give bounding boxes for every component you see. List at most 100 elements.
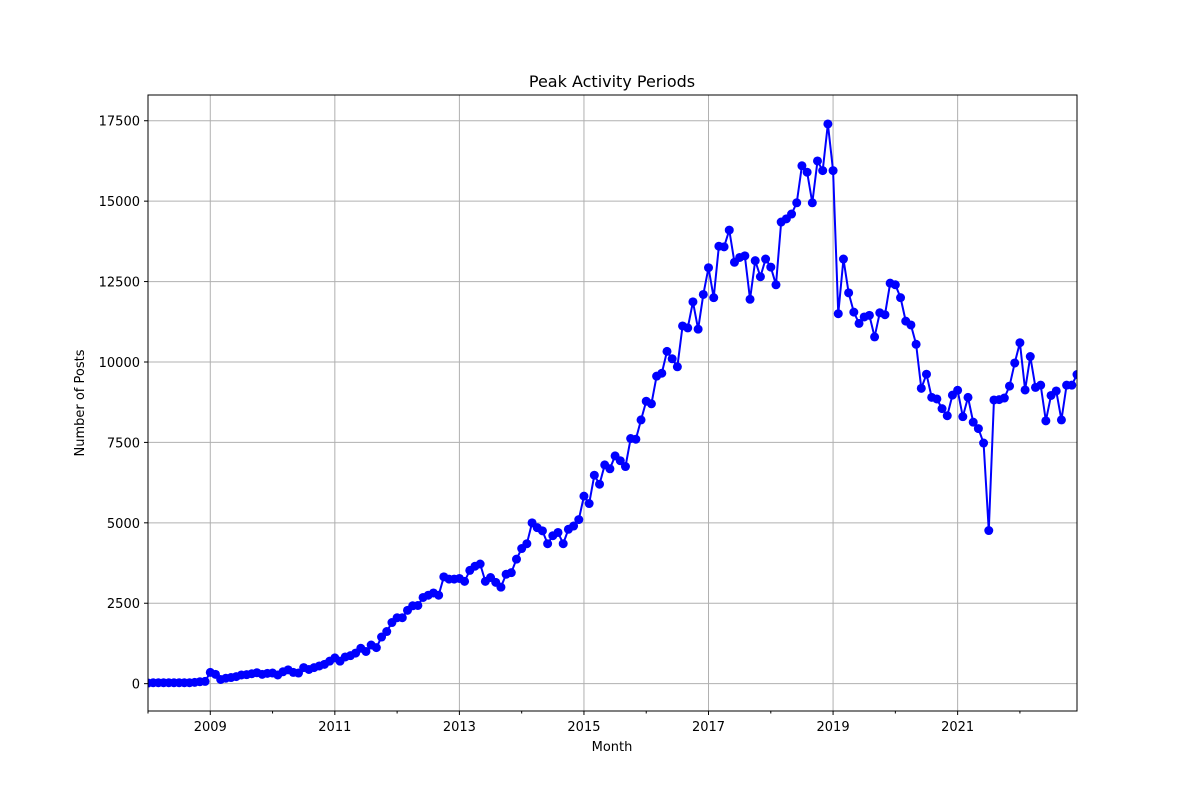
data-point (506, 568, 516, 578)
data-point (511, 554, 521, 564)
series-line (148, 122, 1077, 685)
y-tick-label: 5000 (107, 517, 140, 532)
data-point (864, 310, 874, 320)
data-point (963, 392, 973, 402)
data-point (942, 411, 952, 421)
data-point (631, 434, 641, 444)
data-point (844, 288, 854, 298)
data-point (579, 491, 589, 501)
data-point (771, 280, 781, 290)
data-point (823, 119, 833, 129)
data-point (584, 499, 594, 509)
data-point (807, 198, 817, 208)
data-point (906, 320, 916, 330)
y-tick-label: 10000 (99, 356, 140, 371)
data-point (854, 318, 864, 328)
data-point (537, 526, 547, 536)
data-point (1051, 386, 1061, 396)
data-point (958, 412, 968, 422)
data-point (595, 479, 605, 489)
data-point (434, 590, 444, 600)
data-point (1036, 380, 1046, 390)
data-point (657, 368, 667, 378)
data-point (1067, 380, 1077, 390)
data-point (460, 576, 470, 586)
data-point (979, 438, 989, 448)
data-point (709, 293, 719, 303)
data-point (833, 309, 843, 319)
data-point (558, 539, 568, 549)
data-point (615, 456, 625, 466)
data-point (646, 399, 656, 409)
data-point (1010, 358, 1020, 368)
x-tick-label: 2015 (567, 720, 600, 735)
data-point (932, 394, 942, 404)
data-point (787, 209, 797, 219)
data-point (921, 369, 931, 379)
data-point (361, 646, 371, 656)
data-point (719, 242, 729, 252)
data-point (605, 464, 615, 474)
data-point (397, 613, 407, 623)
data-point (496, 582, 506, 592)
data-point (688, 297, 698, 307)
y-tick-label: 2500 (107, 597, 140, 612)
data-point (755, 272, 765, 282)
data-point (984, 526, 994, 536)
data-point (200, 676, 210, 686)
data-point (870, 332, 880, 342)
data-point (1015, 338, 1025, 348)
data-point (413, 600, 423, 610)
data-point (704, 263, 714, 273)
data-point (797, 161, 807, 171)
data-point (828, 166, 838, 176)
data-point (1020, 385, 1030, 395)
y-tick-label: 12500 (99, 276, 140, 291)
data-point (911, 339, 921, 349)
data-point (553, 527, 563, 537)
series-line-group (148, 122, 1077, 685)
y-tick-label: 17500 (99, 115, 140, 130)
data-point (672, 362, 682, 372)
data-point (937, 404, 947, 414)
data-point (766, 262, 776, 272)
data-point (589, 470, 599, 480)
data-point (569, 521, 579, 531)
data-point (1041, 416, 1051, 426)
x-tick-label: 2019 (817, 720, 850, 735)
data-point (953, 385, 963, 395)
data-point (1005, 381, 1015, 391)
data-point (382, 627, 392, 637)
plot-frame (147, 94, 1078, 712)
data-point (890, 280, 900, 290)
data-point (667, 354, 677, 364)
data-point (740, 251, 750, 261)
data-point (880, 310, 890, 320)
data-point (1072, 370, 1077, 380)
data-point (813, 156, 822, 166)
data-point (662, 346, 672, 356)
data-point (620, 462, 630, 472)
x-tick-label: 2021 (941, 720, 974, 735)
data-point (1025, 352, 1035, 362)
data-point (636, 415, 646, 425)
grid (148, 95, 1077, 711)
x-tick-label: 2013 (443, 720, 476, 735)
data-point (802, 167, 812, 177)
data-point (838, 254, 848, 264)
data-point (698, 289, 708, 299)
data-point (849, 307, 859, 317)
data-point (750, 256, 760, 266)
data-point (968, 417, 978, 427)
x-tick-label: 2011 (318, 720, 351, 735)
data-point (683, 323, 693, 333)
data-point (745, 294, 755, 304)
data-point (522, 539, 532, 549)
data-point (792, 198, 802, 208)
data-point (1056, 415, 1066, 425)
series-points-group (148, 119, 1077, 688)
data-point (543, 539, 553, 549)
y-axis-label: Number of Posts (73, 349, 88, 456)
x-tick-label: 2017 (692, 720, 725, 735)
